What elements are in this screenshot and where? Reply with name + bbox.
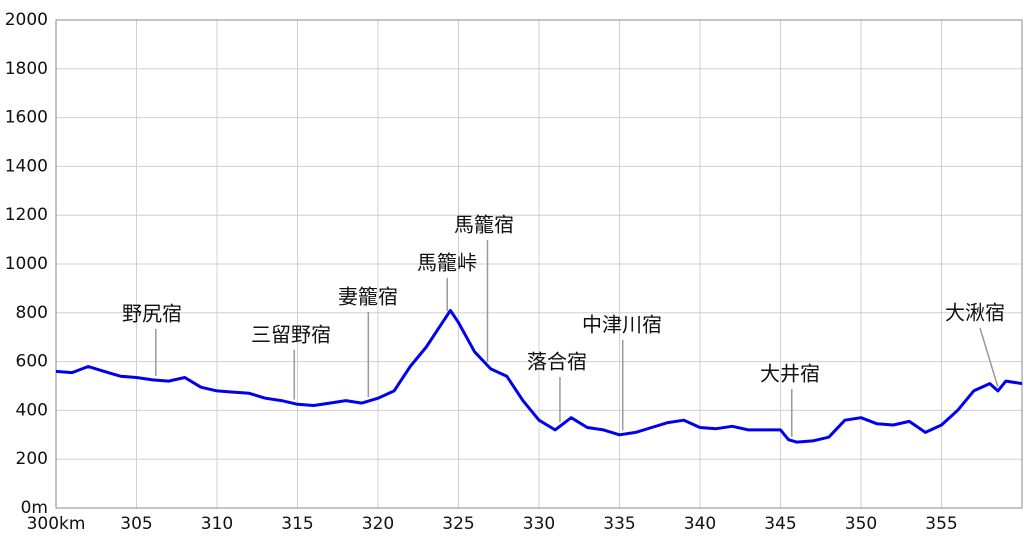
x-tick-label: 315 (281, 514, 313, 534)
y-tick-label: 2000 (5, 10, 48, 30)
y-tick-label: 1600 (5, 108, 48, 128)
y-tick-label: 1200 (5, 205, 48, 225)
y-tick-label: 600 (16, 352, 48, 372)
x-tick-label: 355 (925, 514, 957, 534)
y-tick-label: 0m (21, 498, 48, 518)
elevation-line (55, 308, 1023, 444)
x-tick-label: 305 (120, 514, 152, 534)
x-tick-label: 330 (523, 514, 555, 534)
x-tick-label: 310 (201, 514, 233, 534)
leader-line (979, 327, 999, 388)
annotation-label: 中津川宿 (582, 313, 662, 337)
annotation-label: 野尻宿 (122, 302, 182, 326)
x-tick-label: 340 (684, 514, 716, 534)
annotation-label: 妻籠宿 (338, 285, 398, 309)
x-tick-label: 300km (27, 514, 86, 534)
x-tick-label: 350 (845, 514, 877, 534)
x-tick-label: 320 (362, 514, 394, 534)
annotation-label: 落合宿 (527, 350, 587, 374)
x-tick-label: 335 (603, 514, 635, 534)
y-tick-label: 1000 (5, 254, 48, 274)
x-tick-label: 345 (764, 514, 796, 534)
annotation-label: 馬籠峠 (417, 251, 477, 275)
y-tick-label: 800 (16, 303, 48, 323)
x-tick-label: 325 (442, 514, 474, 534)
annotation-label: 大井宿 (760, 362, 820, 386)
y-tick-label: 1400 (5, 156, 48, 176)
y-tick-label: 400 (16, 400, 48, 420)
annotation-label: 大湫宿 (945, 301, 1005, 325)
plot-frame (55, 19, 1023, 509)
annotation-label: 三留野宿 (251, 323, 331, 347)
y-tick-label: 1800 (5, 59, 48, 79)
annotation-label: 馬籠宿 (454, 213, 514, 237)
y-tick-label: 200 (16, 449, 48, 469)
